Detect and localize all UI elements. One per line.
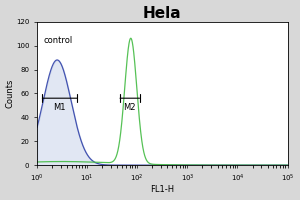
Text: M1: M1	[53, 103, 66, 112]
Title: Hela: Hela	[143, 6, 182, 21]
X-axis label: FL1-H: FL1-H	[150, 185, 174, 194]
Text: M2: M2	[124, 103, 136, 112]
Text: control: control	[43, 36, 72, 45]
Y-axis label: Counts: Counts	[6, 79, 15, 108]
